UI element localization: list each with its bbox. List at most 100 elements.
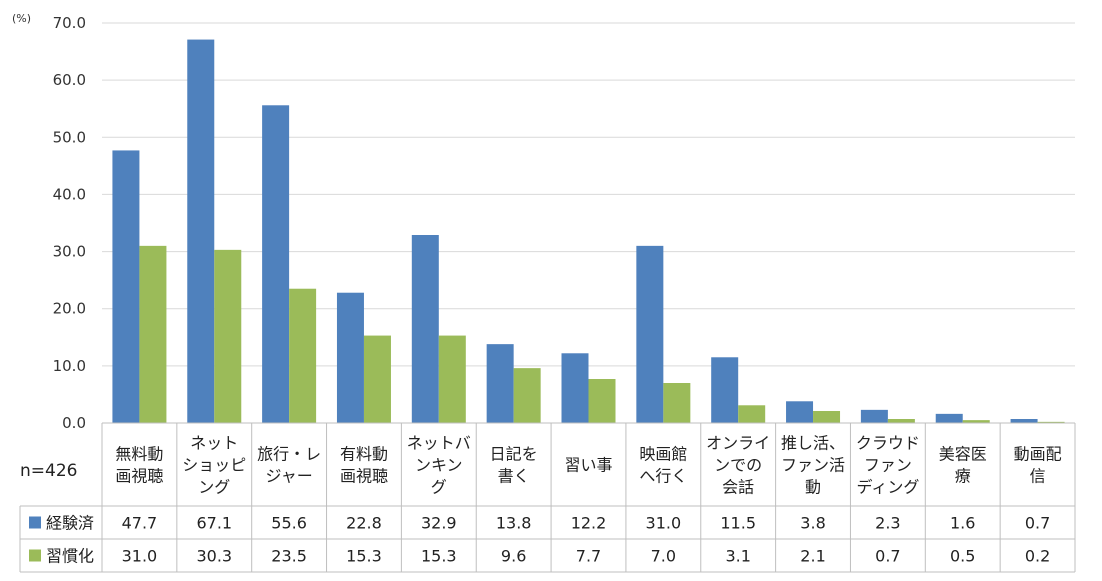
y-tick-label: 70.0 [53,14,86,32]
category-label: 画視聴 [340,467,388,486]
data-label: 0.5 [950,547,975,566]
y-tick-label: 30.0 [53,243,86,261]
category-label: ファン活 [781,456,845,475]
category-label: 映画館 [639,445,687,464]
data-label: 13.8 [496,514,532,533]
y-tick-label: 40.0 [53,185,86,203]
category-label: 信 [1030,467,1046,486]
category-label: ディング [856,478,919,497]
sample-size-label: n=426 [20,461,77,481]
data-table: 無料動画視聴ネットショッピング旅行・レジャー有料動画視聴ネットバンキング日記を書… [19,422,1076,573]
category-label: ンでの [714,456,762,475]
bar-experienced [860,409,888,423]
category-label: 療 [955,467,971,486]
bar-habitual [438,335,466,423]
category-label: 推し活、 [781,434,845,453]
category-label: 習い事 [564,456,612,475]
category-label: 無料動 [115,445,163,464]
bar-habitual [214,249,242,423]
data-label: 0.7 [875,547,900,566]
data-label: 31.0 [646,514,682,533]
category-label: ンキン [415,456,463,475]
bar-experienced [711,357,739,423]
bar-experienced [336,292,364,423]
data-label: 22.8 [346,514,382,533]
data-label: 2.3 [875,514,900,533]
bar-experienced [561,353,589,423]
y-axis: 0.0 10.0 20.0 30.0 40.0 50.0 60.0 70.0 [53,14,86,432]
category-label: クラウド [856,434,920,453]
category-label: 書く [498,467,530,486]
bar-experienced [262,105,290,424]
category-label: 美容医 [939,445,987,464]
category-label: 旅行・レ [257,445,321,464]
data-label: 9.6 [501,547,526,566]
data-label: 23.5 [271,547,307,566]
y-axis-unit-label: (%) [12,12,31,25]
legend-swatch [29,549,41,562]
data-label: 2.1 [800,547,825,566]
data-label: 7.7 [576,547,601,566]
category-label: ネットバ [407,434,471,453]
bar-habitual [663,383,691,423]
y-tick-label: 0.0 [62,414,86,432]
bar-experienced [411,235,439,423]
data-label: 1.6 [950,514,975,533]
category-label: ネット [190,434,238,453]
category-label: ショッピ [182,456,246,475]
bar-habitual [962,420,990,423]
bar-experienced [1010,419,1038,423]
data-label: 15.3 [346,547,382,566]
category-label: 動画配 [1014,445,1062,464]
bar-habitual [813,411,841,423]
bar-experienced [486,344,514,423]
y-tick-label: 50.0 [53,128,86,146]
legend-label: 経験済 [46,514,94,533]
data-label: 31.0 [122,547,158,566]
category-label: ング [198,478,230,497]
bar-experienced [935,413,963,423]
bar-habitual [887,419,915,423]
bar-habitual [1037,421,1065,423]
data-label: 3.1 [725,547,750,566]
data-label: 12.2 [571,514,607,533]
category-label: 日記を [490,445,538,464]
bar-experienced [636,245,664,423]
bar-experienced [187,39,215,423]
category-label: へ行く [639,467,687,486]
category-label: ファン [864,456,912,475]
y-tick-label: 60.0 [53,71,86,89]
category-label: 動 [805,478,821,497]
legend-label: 習慣化 [46,547,94,566]
data-label: 11.5 [720,514,756,533]
bar-experienced [786,401,814,423]
category-label: オンライ [706,434,770,453]
category-label: 画視聴 [115,467,163,486]
bar-habitual [139,245,167,423]
y-tick-label: 20.0 [53,300,86,318]
data-label: 32.9 [421,514,457,533]
bar-habitual [513,368,541,423]
category-label: 有料動 [340,445,388,464]
bar-habitual [588,379,616,423]
data-label: 47.7 [122,514,158,533]
legend-swatch [29,516,41,529]
bar-habitual [738,405,766,423]
data-label: 67.1 [196,514,232,533]
bar-habitual [363,335,391,423]
data-label: 7.0 [651,547,676,566]
category-label: 会話 [722,478,754,497]
data-label: 15.3 [421,547,457,566]
data-label: 3.8 [800,514,825,533]
bar-habitual [289,288,317,423]
category-label: ジャー [266,467,313,486]
bars [112,39,1065,424]
data-label: 55.6 [271,514,307,533]
data-label: 30.3 [196,547,232,566]
category-label: グ [431,478,447,497]
bar-experienced [112,150,140,423]
data-label: 0.7 [1025,514,1050,533]
data-label: 0.2 [1025,547,1050,566]
y-tick-label: 10.0 [53,357,86,375]
